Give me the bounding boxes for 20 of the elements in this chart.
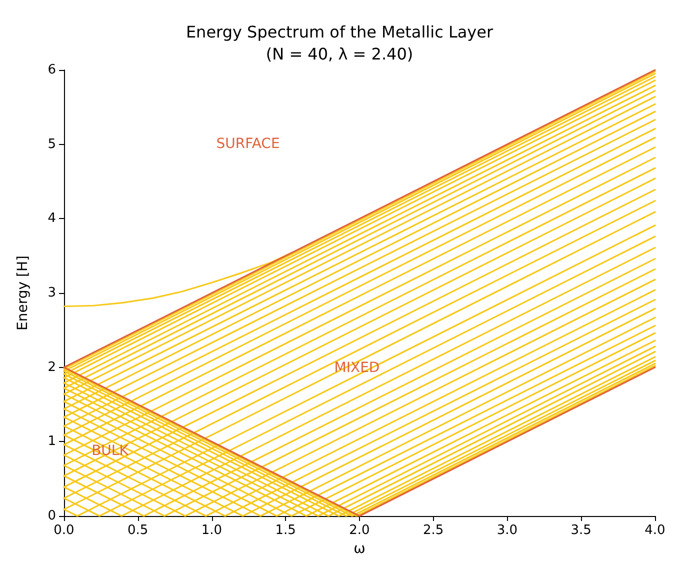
y-tick-label: 4 [48, 211, 56, 226]
chart-title: Energy Spectrum of the Metallic Layer (N = 40, λ = 2.40) [186, 22, 494, 64]
x-tick-label: 2.5 [423, 523, 444, 538]
y-tick-label: 6 [48, 62, 56, 78]
x-tick-label: 3.5 [570, 523, 592, 538]
x-tick-label: 4.0 [644, 523, 666, 538]
y-tick-label: 0 [48, 508, 56, 524]
annotation: SURFACE [216, 136, 280, 152]
x-tick-label: 1.5 [275, 523, 296, 538]
x-tick-label: 0.5 [128, 523, 148, 538]
y-tick-label: 1 [48, 434, 56, 450]
y-tick-label: 3 [48, 286, 56, 300]
x-tick-label: 3.0 [496, 523, 518, 538]
y-tick-label: 2 [48, 360, 56, 375]
x-tick-label: 1.0 [201, 523, 222, 538]
x-axis-title: ω [354, 541, 366, 557]
x-tick-label: 2.0 [349, 523, 370, 538]
y-tick-label: 5 [48, 136, 56, 152]
y-axis-title: Energy [H] [15, 256, 31, 330]
x-tick-label: 0.0 [54, 523, 74, 538]
